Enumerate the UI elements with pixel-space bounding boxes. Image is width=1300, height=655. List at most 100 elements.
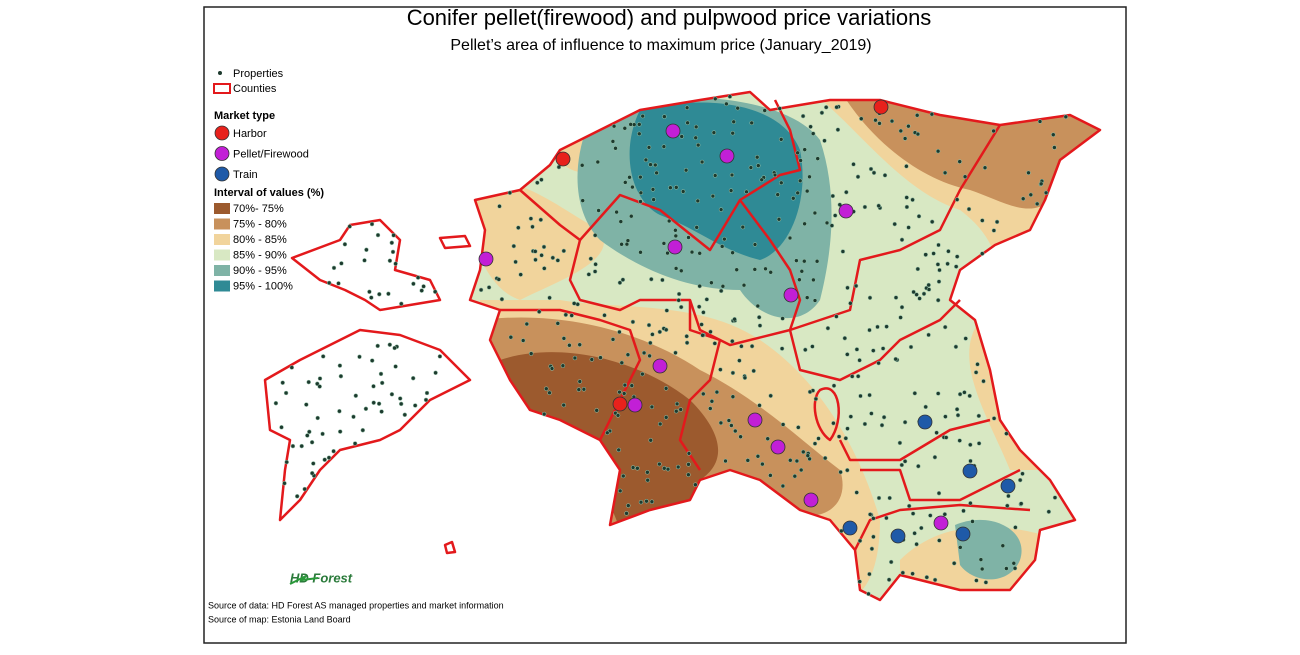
market-marker xyxy=(478,251,494,267)
property-dot xyxy=(638,174,643,180)
property-dot xyxy=(858,393,863,399)
property-dot xyxy=(795,190,800,196)
property-dot xyxy=(792,473,798,479)
legend-swatch xyxy=(214,234,230,245)
property-dot xyxy=(832,213,838,218)
property-dot xyxy=(742,375,748,381)
property-dot xyxy=(962,390,967,395)
property-dot xyxy=(306,379,311,385)
property-dot xyxy=(432,289,438,294)
property-dot xyxy=(663,386,669,391)
property-dot xyxy=(614,209,619,215)
legend: Properties Counties Market type Interval… xyxy=(213,68,324,292)
property-dot xyxy=(641,350,647,356)
property-dot xyxy=(576,387,582,392)
property-dot xyxy=(624,241,630,247)
property-dot xyxy=(674,185,679,190)
property-dot xyxy=(697,283,702,289)
property-dot xyxy=(802,147,807,152)
property-dot xyxy=(780,483,786,489)
property-dot xyxy=(646,322,652,328)
property-dot xyxy=(661,144,667,149)
property-dot xyxy=(668,185,673,190)
legend-county-swatch xyxy=(213,83,231,94)
property-dot xyxy=(768,393,773,399)
property-dot xyxy=(724,101,729,107)
legend-label: 75% - 80% xyxy=(233,218,287,230)
property-dot xyxy=(508,334,514,340)
property-dot xyxy=(754,154,760,160)
property-dot xyxy=(1011,561,1017,566)
legend-label: 90% - 95% xyxy=(233,265,287,277)
legend-label: Harbor xyxy=(233,128,267,140)
property-dot xyxy=(541,244,547,250)
property-dot xyxy=(935,391,941,396)
property-dot xyxy=(805,453,811,458)
property-dot xyxy=(879,422,885,428)
property-dot xyxy=(665,466,671,472)
property-dot xyxy=(699,159,705,165)
property-dot xyxy=(794,258,799,263)
property-dot xyxy=(542,266,547,271)
property-dot xyxy=(991,128,996,134)
property-dot xyxy=(871,534,876,540)
property-dot xyxy=(1051,132,1056,137)
property-dot xyxy=(581,387,587,392)
property-dot xyxy=(867,327,872,333)
legend-label: 85% - 90% xyxy=(233,249,287,261)
property-dot xyxy=(914,292,919,297)
property-dot xyxy=(338,373,344,379)
property-dot xyxy=(762,108,767,113)
property-dot xyxy=(831,383,837,388)
property-dot xyxy=(530,224,535,230)
property-dot xyxy=(808,124,813,129)
property-dot xyxy=(640,371,645,377)
property-dot xyxy=(824,220,830,226)
property-dot xyxy=(718,207,724,212)
property-dot xyxy=(389,240,395,246)
property-dot xyxy=(718,420,724,426)
property-dot xyxy=(797,277,802,282)
property-dot xyxy=(739,344,744,349)
market-marker xyxy=(783,287,799,303)
property-dot xyxy=(347,224,352,229)
property-dot xyxy=(830,193,836,199)
property-dot xyxy=(937,267,942,273)
property-dot xyxy=(563,312,569,318)
property-dot xyxy=(816,436,821,441)
property-dot xyxy=(914,113,920,118)
property-dot xyxy=(378,371,384,377)
property-dot xyxy=(857,579,862,584)
county-border xyxy=(838,418,991,462)
property-dot xyxy=(951,561,957,566)
property-dot xyxy=(351,414,356,420)
property-dot xyxy=(613,146,618,151)
property-dot xyxy=(751,368,756,374)
property-dot xyxy=(592,269,598,274)
property-dot xyxy=(619,360,625,366)
property-dot xyxy=(797,178,803,184)
legend-swatch xyxy=(214,249,230,261)
property-dot xyxy=(915,266,921,272)
property-dot xyxy=(594,408,599,413)
legend-dot xyxy=(218,71,222,75)
property-dot xyxy=(391,233,396,238)
property-dot xyxy=(845,285,850,291)
property-dot xyxy=(621,473,626,479)
property-dot xyxy=(935,148,941,154)
property-dot xyxy=(902,459,908,464)
county-border xyxy=(739,124,1002,332)
property-dot xyxy=(320,431,325,437)
property-dot xyxy=(657,461,662,467)
property-dot xyxy=(516,225,521,230)
property-dot xyxy=(337,429,343,434)
property-dot xyxy=(958,545,963,550)
property-dot xyxy=(299,443,304,449)
property-dot xyxy=(586,272,592,277)
logo: HD Forest xyxy=(290,570,353,585)
property-dot xyxy=(954,254,960,259)
property-dot xyxy=(825,325,831,331)
property-dot xyxy=(628,122,633,127)
property-dot xyxy=(666,218,672,224)
property-dot xyxy=(284,459,289,465)
